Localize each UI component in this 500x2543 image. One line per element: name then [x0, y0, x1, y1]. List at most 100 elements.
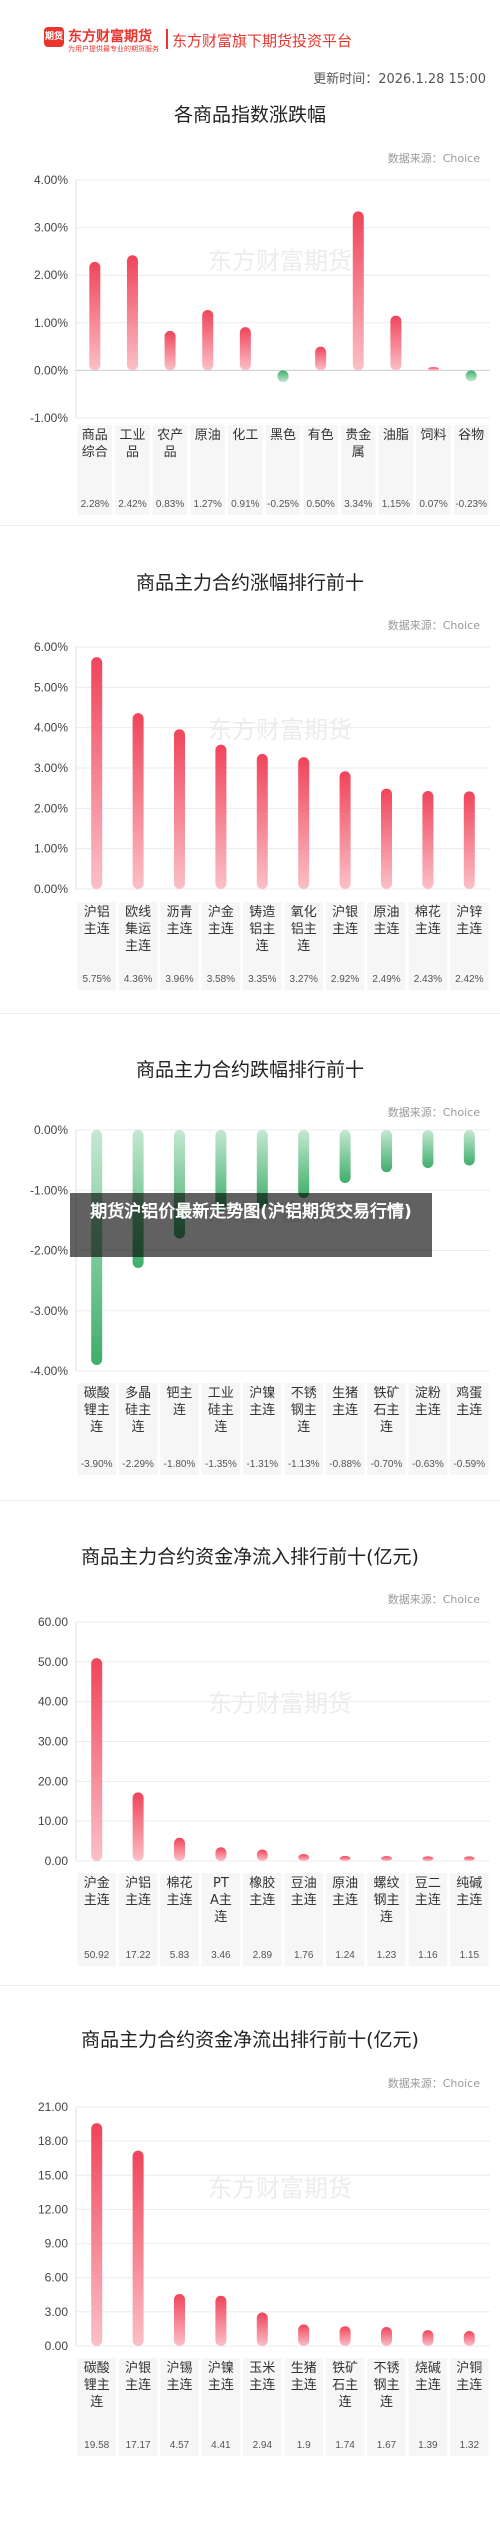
value-label: 0.91%	[231, 499, 259, 510]
x-category-label: 主连	[84, 1892, 110, 1908]
bar	[339, 2326, 351, 2346]
x-category-label: 有色	[308, 427, 334, 443]
x-category-label: 豆油	[291, 1876, 317, 1891]
bar	[315, 346, 327, 371]
x-category-label: 钢主	[373, 2378, 399, 2393]
header-divider	[166, 29, 168, 49]
x-category-label: 沪镍	[249, 1385, 275, 1401]
bar	[174, 2293, 185, 2346]
x-category-label: 主连	[332, 921, 358, 937]
category-cell	[118, 1383, 158, 1475]
value-label: 2.43%	[414, 974, 442, 985]
brand-name[interactable]: 东方财富期货	[68, 29, 152, 45]
x-category-label: PT	[213, 1876, 229, 1891]
value-label: 1.74	[335, 2440, 355, 2451]
platform-title: 东方财富旗下期货投资平台	[172, 32, 353, 50]
category-cell	[450, 1383, 489, 1475]
y-tick-label: 30.00	[38, 1735, 68, 1749]
x-category-label: 钢主	[291, 1403, 317, 1418]
y-tick-label: 3.00	[45, 2305, 69, 2319]
bar	[256, 753, 268, 889]
x-category-label: 连	[297, 1419, 310, 1435]
category-cell	[408, 1383, 448, 1475]
value-label: 3.96%	[165, 974, 193, 985]
x-category-label: 贵金	[345, 427, 371, 443]
bar	[164, 330, 176, 371]
y-tick-label: 4.00%	[34, 173, 68, 187]
category-cell	[77, 1383, 116, 1475]
x-category-label: 主连	[415, 2377, 441, 2393]
value-label: 5.83	[170, 1950, 190, 1961]
y-tick-label: 18.00	[38, 2134, 68, 2148]
bar	[91, 657, 103, 889]
value-label: -0.25%	[267, 499, 299, 510]
category-cell	[160, 902, 199, 990]
bar	[256, 2312, 268, 2346]
x-category-label: 连	[214, 1909, 227, 1925]
y-tick-label: 0.00	[45, 2339, 69, 2353]
category-cell	[408, 2358, 448, 2456]
x-category-label: 沪锌	[456, 904, 482, 920]
bar	[422, 790, 434, 889]
value-label: 1.23	[377, 1950, 397, 1961]
y-tick-label: 12.00	[38, 2202, 68, 2216]
y-tick-label: 0.00%	[34, 1123, 68, 1137]
article-title-overlay[interactable]: 期货沪铝价最新走势图(沪铝期货交易行情)	[70, 1193, 432, 1257]
category-cell	[201, 1383, 241, 1475]
category-cell	[453, 425, 489, 515]
x-category-label: 石主	[373, 1403, 399, 1418]
x-category-label: 主连	[166, 2377, 192, 2393]
x-category-label: 沪铜	[456, 2360, 482, 2376]
value-label: 1.39	[418, 2440, 438, 2451]
x-category-label: 沪锡	[166, 2360, 192, 2376]
x-category-label: 主连	[415, 1892, 441, 1908]
x-category-label: 沪铝	[84, 904, 110, 920]
x-category-label: 石主	[332, 2378, 358, 2393]
value-label: 2.94	[253, 2440, 273, 2451]
bar	[339, 1130, 351, 1184]
x-category-label: A主	[210, 1893, 232, 1908]
x-category-label: 主连	[249, 1402, 275, 1418]
x-category-label: 碳酸	[84, 1386, 110, 1401]
x-category-label: 淀粉	[415, 1386, 441, 1401]
bar	[202, 309, 214, 371]
x-category-label: 铁矿	[332, 2361, 358, 2376]
category-cell	[284, 1383, 323, 1475]
bar	[298, 2324, 310, 2346]
x-category-label: 连	[214, 1419, 227, 1435]
bar	[422, 1130, 434, 1168]
x-category-label: 集运	[125, 921, 151, 937]
y-tick-label: -1.00%	[30, 1183, 68, 1197]
chart-net-inflow: 东方财富期货 60.00 50.00 40.00 30.00 20.00 10.00 0.00…	[38, 1615, 490, 1966]
y-tick-label: -2.00%	[30, 1244, 68, 1258]
section-divider	[0, 1013, 500, 1014]
category-cell	[118, 1873, 158, 1966]
header: 期货 东方财富期货 为用户提供最专业的期货服务 东方财富旗下期货投资平台	[0, 0, 500, 60]
category-cell	[450, 902, 489, 990]
bar	[91, 1658, 103, 1861]
value-label: -0.63%	[412, 1459, 444, 1470]
category-cell	[450, 1873, 489, 1966]
y-tick-label: 2.00%	[34, 801, 68, 815]
value-label: -1.80%	[164, 1459, 196, 1470]
x-category-label: 沪镍	[208, 2360, 234, 2376]
value-label: 2.28%	[81, 499, 109, 510]
y-tick-label: 0.00	[45, 1854, 69, 1868]
x-category-label: 主连	[291, 1892, 317, 1908]
x-category-label: 硅主	[208, 1403, 234, 1418]
y-tick-label: 0.00%	[34, 363, 68, 377]
x-category-label: 主连	[373, 921, 399, 937]
bar	[381, 2326, 392, 2346]
logo-icon[interactable]: 期货	[44, 27, 64, 47]
section-divider	[0, 1500, 500, 1501]
chart-source: 数据来源：Choice	[387, 152, 480, 165]
bar	[381, 788, 392, 889]
bar	[352, 211, 364, 371]
chart-net-outflow: 东方财富期货 21.00 18.00 15.00 12.00 9.00 6.00 3.00 0.…	[38, 2100, 490, 2456]
value-label: 0.83%	[156, 499, 184, 510]
category-cell	[325, 1873, 365, 1966]
x-category-label: 连	[173, 1402, 186, 1418]
category-cell	[118, 902, 158, 990]
bar	[215, 2295, 227, 2346]
x-category-label: 原油	[373, 905, 399, 920]
